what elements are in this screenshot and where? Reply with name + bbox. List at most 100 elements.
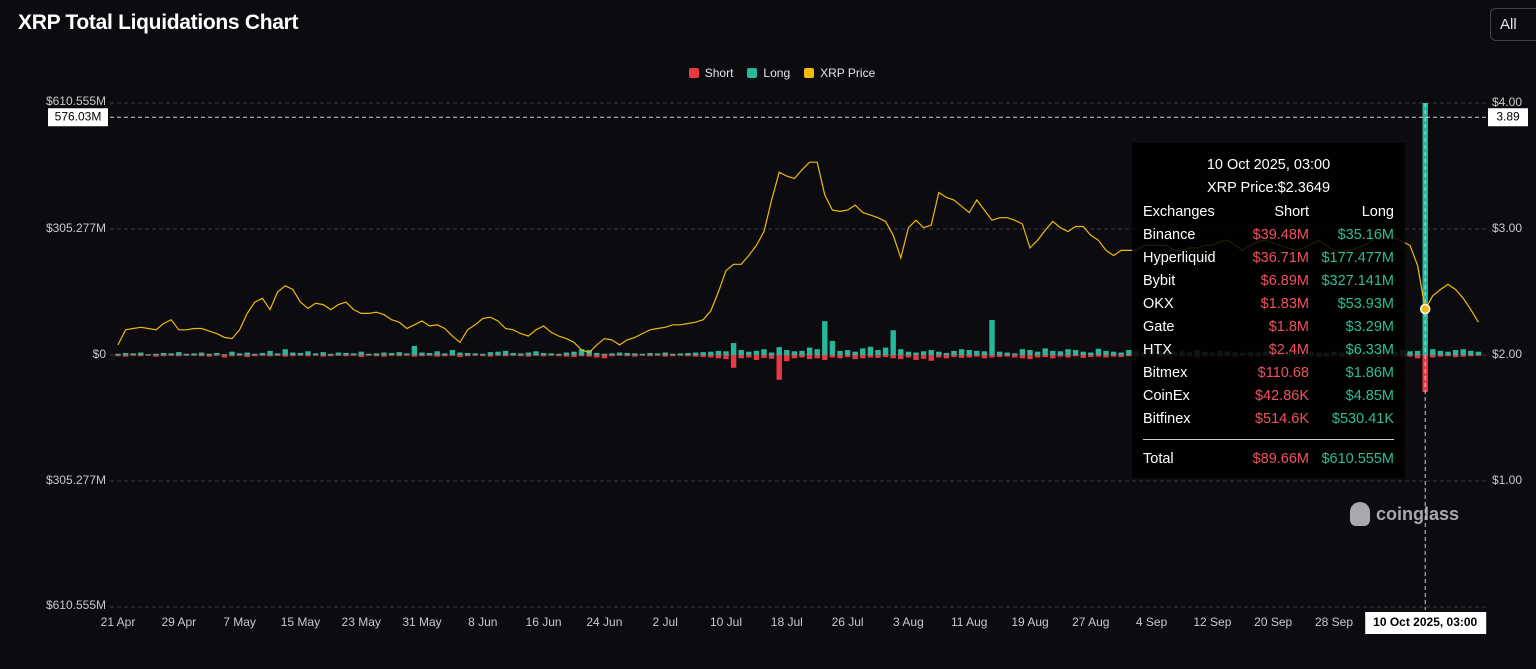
bar (898, 355, 904, 360)
bar (920, 351, 927, 355)
bar (616, 352, 623, 355)
bar (335, 352, 342, 355)
bar (396, 352, 402, 355)
bar (882, 347, 889, 355)
crosshair-y-label: 576.03M (55, 109, 102, 123)
bar (1452, 350, 1459, 355)
bar (1042, 348, 1048, 355)
bar (176, 355, 182, 357)
tooltip-cell: $610.555M (1321, 451, 1394, 467)
tooltip-cell: Bitmex (1143, 365, 1188, 381)
bar (768, 352, 775, 355)
crosshair-y2-box (1488, 108, 1528, 127)
bar (563, 352, 570, 355)
bar (776, 355, 782, 380)
bar (1437, 350, 1444, 355)
bar (753, 350, 760, 355)
tooltip-cell: $42.86K (1254, 388, 1309, 404)
bar (328, 355, 334, 357)
x-tick-label: 29 Apr (161, 615, 196, 629)
x-tick-label: 26 Jul (832, 615, 864, 629)
bar (685, 355, 691, 357)
bar (518, 353, 524, 355)
range-label[interactable]: All (1500, 16, 1517, 33)
tooltip-cell: $53.93M (1337, 296, 1394, 312)
bar (130, 353, 136, 355)
bar (282, 349, 288, 355)
legend-item: XRP Price (804, 66, 875, 80)
bar (449, 350, 456, 355)
bar (388, 355, 395, 356)
bar (115, 355, 121, 357)
bar (495, 351, 501, 355)
legend-label: Long (763, 66, 791, 80)
bar (875, 350, 881, 355)
tooltip-cell: Short (1274, 204, 1309, 220)
bar (799, 355, 805, 358)
bar (442, 355, 448, 357)
bar (829, 355, 836, 358)
bar (267, 350, 273, 355)
bar (692, 355, 699, 357)
bar (563, 355, 570, 357)
bar (1050, 350, 1056, 355)
bar (761, 355, 767, 358)
bar (844, 350, 851, 355)
tooltip-separator (1143, 439, 1394, 440)
bar (700, 355, 706, 358)
bar (381, 352, 387, 355)
bar (860, 348, 866, 355)
legend-swatch (804, 68, 815, 78)
bar (404, 355, 410, 356)
bar (198, 352, 205, 355)
legend-label: Short (704, 66, 734, 80)
bar (434, 355, 440, 357)
bar (1103, 355, 1109, 358)
bar (746, 355, 752, 358)
bar (320, 352, 326, 355)
bar (1095, 355, 1102, 357)
bar (1118, 352, 1124, 355)
bar (290, 355, 296, 357)
tooltip-row: Gate $1.8M $3.29M (1143, 316, 1394, 339)
bar (1460, 349, 1466, 355)
x-tick-label: 23 May (342, 615, 381, 629)
tooltip-cell: Bitfinex (1143, 411, 1191, 427)
bar (875, 355, 881, 358)
bar (761, 349, 767, 355)
bar (647, 355, 653, 357)
bar (609, 355, 615, 357)
tooltip: 10 Oct 2025, 03:00 XRP Price:$2.3649 Exc… (1132, 143, 1405, 478)
bar (502, 350, 509, 355)
bar (730, 355, 737, 368)
bar (373, 353, 380, 355)
tooltip-row: Bitmex $110.68 $1.86M (1143, 362, 1394, 385)
bar (746, 351, 752, 355)
legend-label: XRP Price (820, 66, 876, 80)
tooltip-cell: $327.141M (1321, 273, 1394, 289)
bar (145, 355, 152, 356)
x-tick-label: 2 Jul (653, 615, 678, 629)
bar (890, 330, 896, 355)
bar (168, 355, 174, 356)
tooltip-cell: HTX (1143, 342, 1172, 358)
bar (1019, 355, 1026, 359)
bar (191, 355, 197, 356)
bar (898, 349, 904, 355)
bar (753, 355, 760, 360)
bar (236, 355, 243, 356)
bar (951, 350, 957, 355)
tooltip-cell: Hyperliquid (1143, 250, 1216, 266)
bar (533, 355, 539, 356)
range-selector[interactable]: All (1490, 8, 1536, 41)
bar (388, 352, 395, 355)
bar (525, 352, 532, 355)
legend-item: Short (688, 66, 734, 80)
bar (358, 351, 364, 355)
bar (1027, 350, 1033, 355)
bar (464, 355, 471, 357)
x-tick-label: 4 Sep (1136, 615, 1168, 629)
watermark-text: coinglass (1376, 503, 1460, 524)
x-tick-label: 19 Aug (1011, 615, 1048, 629)
bar (297, 355, 304, 356)
